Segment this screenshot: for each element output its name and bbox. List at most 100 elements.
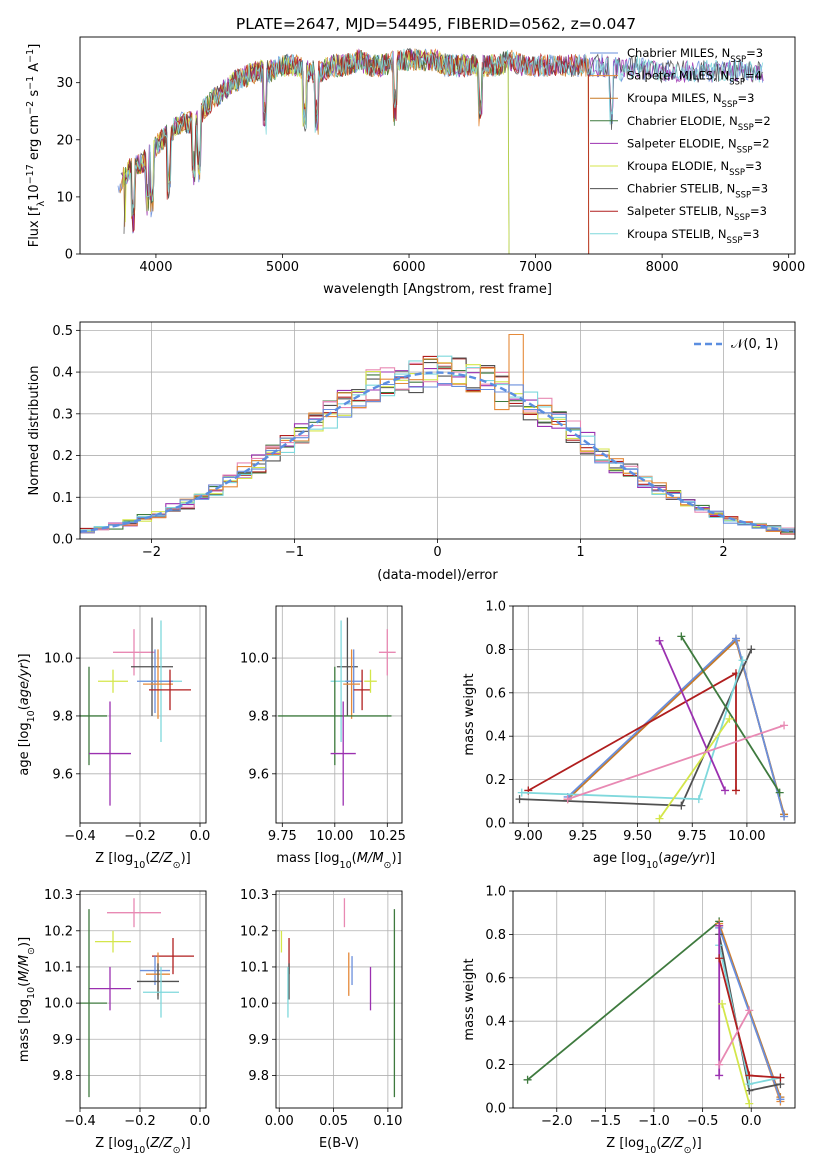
y-tick-label: 0.2: [485, 1058, 506, 1073]
y-tick-label: 9.6: [52, 767, 73, 782]
x-tick-label: 0.0: [741, 1114, 762, 1129]
histogram-step-line: [80, 376, 795, 533]
errorbar-point: [353, 669, 371, 711]
legend-label: Chabrier STELIB, NSSP=3: [627, 182, 768, 201]
axes-frame: [79, 36, 796, 255]
y-tick-label: 10.1: [44, 960, 73, 975]
y-tick-label: 0.1: [52, 491, 73, 506]
x-tick-label: 9.75: [678, 829, 707, 844]
mass-weight-line: [718, 1009, 751, 1066]
y-tick-label: 0.8: [485, 928, 506, 943]
mass-weight-line: [567, 724, 785, 800]
x-axis-label: Z [log10(Z/Z⊙)]: [95, 1136, 190, 1156]
errorbar-point: [89, 966, 131, 1011]
plus-marker: [780, 812, 789, 821]
axes-frame: [275, 605, 403, 824]
x-tick-label: 6000: [392, 260, 425, 275]
mass-weight-line: [567, 636, 785, 817]
spectrum-line: [125, 48, 764, 217]
y-tick-label: 10.3: [240, 888, 269, 903]
y-tick-label: 9.9: [248, 1033, 269, 1048]
legend-label: Kroupa STELIB, NSSP=3: [627, 227, 759, 246]
errorbar-point: [95, 930, 131, 953]
plus-marker: [694, 795, 703, 804]
x-tick-label: −1.5: [590, 1114, 622, 1129]
spectrum-line: [119, 48, 590, 254]
y-tick-label: 10.0: [240, 997, 269, 1012]
x-tick-label: 7000: [519, 260, 552, 275]
x-tick-label: −2: [142, 545, 161, 560]
x-axis-label: (data-model)/error: [377, 568, 498, 583]
y-tick-label: 9.8: [52, 709, 73, 724]
y-axis-label: mass [log10(M/M⊙)]: [17, 937, 37, 1062]
x-tick-label: 0.10: [373, 1114, 402, 1129]
axes-frame: [512, 605, 796, 824]
errorbar-point: [137, 649, 173, 714]
y-tick-label: 30: [56, 76, 73, 91]
x-axis-label: mass [log10(M/M⊙)]: [276, 851, 401, 871]
x-axis-label: Z [log10(Z/Z⊙)]: [95, 851, 190, 871]
plot-area-spectrum: [117, 47, 764, 254]
spectrum-line: [122, 49, 510, 254]
axes-frame: [79, 605, 207, 824]
x-tick-label: −2.0: [541, 1114, 573, 1129]
x-tick-label: 0: [433, 545, 441, 560]
errorbar-point: [378, 629, 396, 676]
axes-frame: [79, 890, 207, 1109]
plus-marker: [721, 786, 730, 795]
y-tick-label: 10.2: [240, 924, 269, 939]
plus-marker: [747, 645, 756, 654]
x-tick-label: 9.00: [514, 829, 543, 844]
errorbar-point: [137, 963, 179, 1000]
gaussian-curve: [80, 371, 795, 533]
mass-weight-line: [680, 635, 781, 794]
y-tick-label: 9.8: [52, 1069, 73, 1084]
mass-weight-line: [658, 718, 731, 820]
errorbar-point: [143, 966, 179, 1018]
plot-area-residual-histogram: [80, 322, 795, 539]
plot-area-mass-vs-ebv: [276, 891, 402, 1108]
y-tick-label: 0.5: [52, 324, 73, 339]
y-tick-label: 10.0: [44, 652, 73, 667]
y-tick-label: 10.1: [240, 960, 269, 975]
x-tick-label: 0.00: [265, 1114, 294, 1129]
y-axis-label: Normed distribution: [27, 366, 42, 496]
errorbar-point: [336, 617, 358, 716]
legend-label: Chabrier ELODIE, NSSP=2: [627, 114, 771, 133]
mass-weight-line: [567, 636, 785, 817]
panel-residual-histogram: −2 −1 0 1 2 0.0 0.1 0.2 0.3 0.4 0.5 (data-model)/er…: [27, 321, 796, 583]
y-tick-label: 10.0: [44, 997, 73, 1012]
y-tick-label: 0.8: [485, 643, 506, 658]
mass-weight-line: [721, 1003, 751, 1104]
errorbar-point: [364, 669, 377, 693]
legend-label: Kroupa ELODIE, NSSP=3: [627, 159, 762, 178]
x-tick-label: 9.50: [623, 829, 652, 844]
legend-label: Salpeter MILES, NSSP=4: [627, 69, 762, 88]
panel-mass-weight-vs-Z: −2.0 −1.5 −1.0 −0.5 0.0 0.0 0.2 0.4 0.6 0.8 1.0 Z […: [462, 885, 796, 1156]
x-tick-label: 10.25: [369, 829, 406, 844]
x-tick-label: 0.05: [319, 1114, 348, 1129]
plot-area-mass-weight-vs-age: [513, 606, 795, 823]
x-axis-label: age [log10(age/yr)]: [593, 851, 715, 871]
plus-marker: [655, 814, 664, 823]
panel-mass-vs-ebv: 0.00 0.05 0.10 9.8 9.9 10.0 10.1 10.2 10.3 E(B-V): [240, 888, 403, 1151]
x-tick-label: 9.25: [568, 829, 597, 844]
plus-marker: [776, 1095, 785, 1104]
legend-label: Chabrier MILES, NSSP=3: [627, 46, 763, 65]
y-tick-label: 0.0: [485, 1102, 506, 1117]
plus-marker: [775, 788, 784, 797]
mass-weight-line: [718, 958, 781, 1079]
plus-marker: [780, 721, 789, 730]
mass-weight-line: [519, 649, 753, 807]
plus-marker: [523, 1075, 532, 1084]
plus-marker: [731, 634, 740, 643]
y-tick-label: 10.0: [240, 652, 269, 667]
panel-mass-vs-Z: −0.4 −0.2 0.0 9.8 9.9 10.0 10.1 10.2 10.3 Z [log1…: [17, 888, 210, 1155]
errorbar-point: [330, 701, 356, 806]
spectrum-line: [124, 49, 590, 254]
axes-frame: [79, 321, 796, 540]
plus-marker: [745, 1080, 754, 1089]
x-tick-label: 4000: [139, 260, 172, 275]
y-tick-label: 0: [65, 248, 73, 263]
